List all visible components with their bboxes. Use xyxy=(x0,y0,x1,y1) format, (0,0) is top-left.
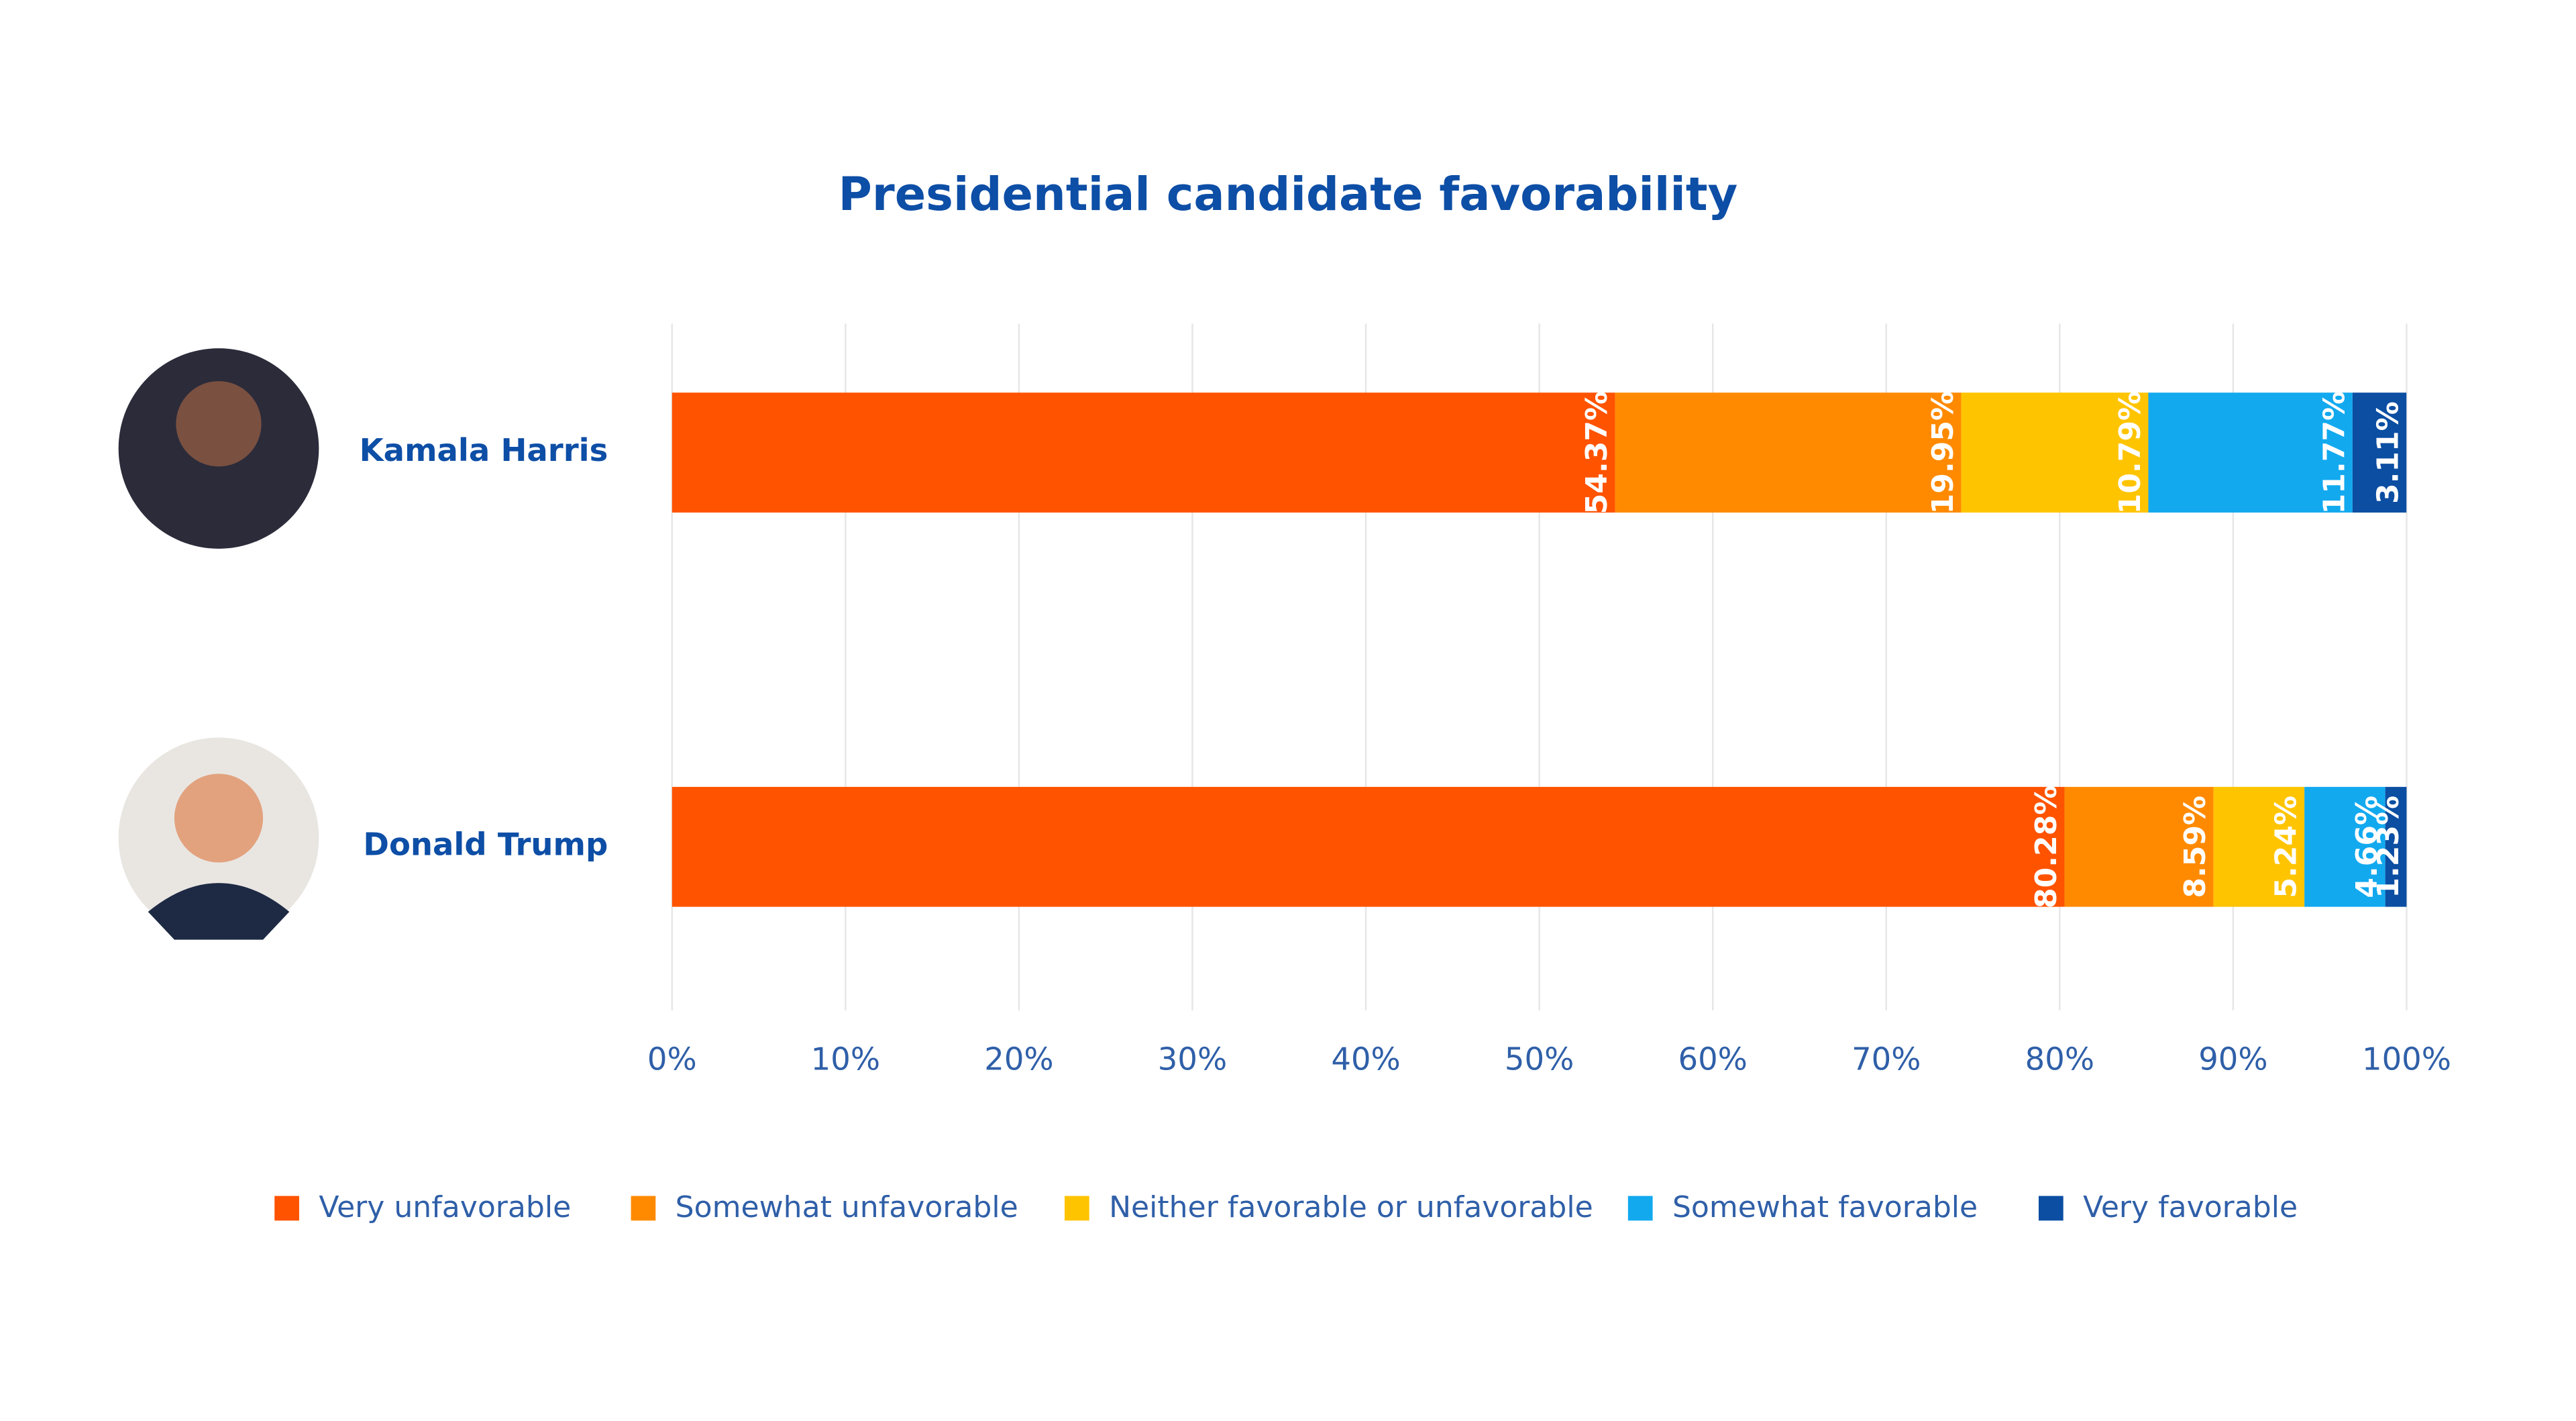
legend-swatch xyxy=(1064,1196,1089,1221)
bar-segment xyxy=(2064,786,2214,907)
legend-label: Very favorable xyxy=(2083,1190,2298,1224)
bar-segment xyxy=(2304,786,2385,907)
x-tick-label: 40% xyxy=(1331,1041,1400,1077)
legend-swatch xyxy=(1627,1196,1653,1221)
x-tick-label: 100% xyxy=(2362,1041,2451,1077)
value-label: 80.28% xyxy=(2029,785,2063,908)
x-tick-label: 30% xyxy=(1158,1041,1227,1077)
photo-face xyxy=(174,774,264,863)
legend-label: Somewhat unfavorable xyxy=(676,1190,1018,1224)
legend-label: Somewhat favorable xyxy=(1672,1190,1978,1224)
x-tick-label: 90% xyxy=(2198,1041,2267,1077)
value-label: 3.11% xyxy=(2371,401,2406,504)
x-tick-label: 0% xyxy=(647,1041,697,1077)
chart-title: Presidential candidate favorability xyxy=(839,168,1738,221)
value-label: 54.37% xyxy=(1580,391,1614,515)
photo-face xyxy=(176,381,262,467)
bar-segment xyxy=(2352,392,2407,513)
photo-suit xyxy=(148,883,290,940)
legend-swatch xyxy=(2038,1196,2063,1221)
bar-segment xyxy=(2148,392,2353,513)
category-label: Kamala Harris xyxy=(360,432,608,468)
value-label: 1.23% xyxy=(2371,796,2406,898)
portrait xyxy=(118,348,319,940)
value-label: 11.77% xyxy=(2317,391,2351,515)
legend-label: Neither favorable or unfavorable xyxy=(1109,1190,1593,1224)
bar-segment xyxy=(2385,786,2407,907)
value-label: 10.79% xyxy=(2113,391,2147,515)
x-tick-label: 60% xyxy=(1678,1041,1748,1077)
x-tick-label: 50% xyxy=(1505,1041,1574,1077)
value-label: 4.66% xyxy=(2350,796,2384,898)
x-tick-label: 70% xyxy=(1851,1041,1921,1077)
x-tick-label: 10% xyxy=(811,1041,880,1077)
value-label: 5.24% xyxy=(2269,796,2304,898)
x-tick-label: 20% xyxy=(984,1041,1053,1077)
legend-swatch xyxy=(274,1196,299,1221)
bar-segment xyxy=(1961,392,2149,513)
category-label: Donald Trump xyxy=(363,827,608,863)
bar-segment xyxy=(1615,392,1962,513)
legend-swatch xyxy=(631,1196,656,1221)
bar-segment xyxy=(2213,786,2305,907)
x-tick-label: 80% xyxy=(2025,1041,2094,1077)
value-label: 8.59% xyxy=(2178,796,2212,898)
value-label: 19.95% xyxy=(1926,391,1960,515)
bar-segment xyxy=(672,786,2065,907)
bar-segment xyxy=(672,392,1615,513)
legend-label: Very unfavorable xyxy=(319,1190,571,1224)
